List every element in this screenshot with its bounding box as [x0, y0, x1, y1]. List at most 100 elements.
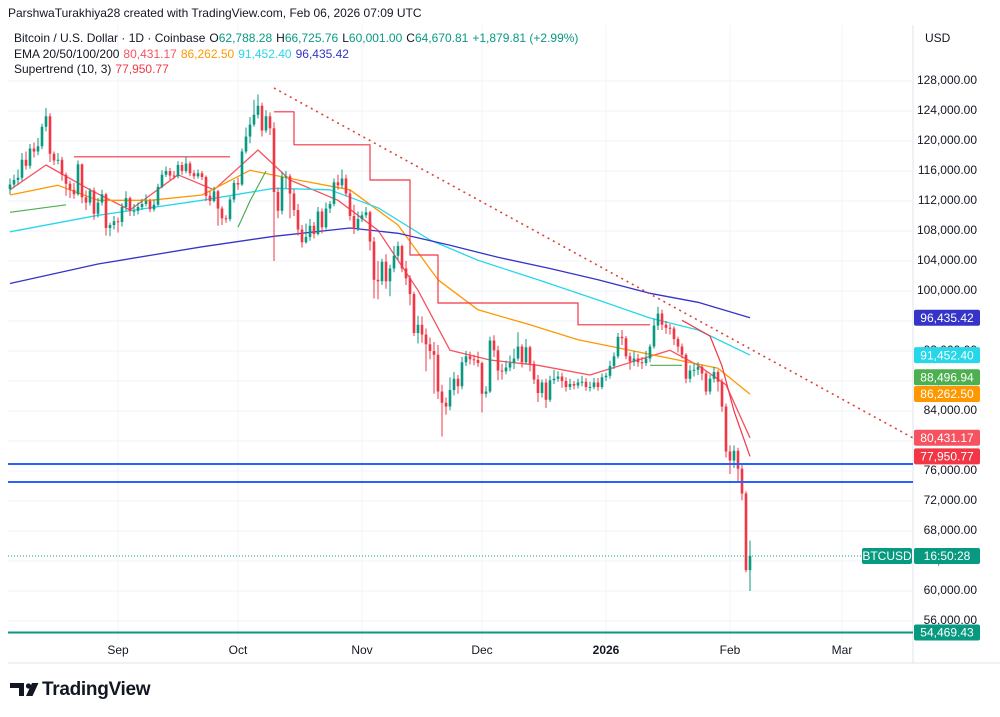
candle-body — [168, 171, 172, 176]
candle-body — [412, 294, 416, 334]
candle-body — [656, 313, 660, 326]
candle-body — [84, 197, 88, 203]
candle-body — [248, 124, 252, 137]
candle-body — [424, 334, 428, 345]
trendline — [273, 87, 913, 439]
symbol-badge — [862, 547, 912, 564]
candle-body — [508, 363, 512, 368]
candle-body — [300, 229, 304, 243]
candle-body — [256, 105, 260, 115]
candle-body — [532, 363, 536, 380]
candle-body — [356, 219, 360, 229]
x-tick-label: 2026 — [593, 643, 620, 657]
candle-body — [96, 202, 100, 214]
candle-body — [516, 346, 520, 359]
candle-body — [52, 153, 56, 161]
candle-body — [20, 159, 24, 178]
candle-body — [440, 391, 444, 403]
candle-body — [704, 373, 708, 392]
candle-body — [172, 175, 176, 177]
candle-body — [472, 359, 476, 361]
candle-body — [396, 246, 400, 256]
brand-logo — [10, 683, 39, 696]
candle-body — [484, 391, 488, 394]
candle-body — [136, 207, 140, 211]
candle-body — [260, 105, 264, 131]
candle-body — [636, 358, 640, 363]
candle-body — [616, 336, 620, 357]
candle-body — [672, 328, 676, 340]
brand: TradingView — [42, 679, 151, 700]
candle-body — [132, 210, 136, 212]
candle-body — [28, 148, 32, 166]
quote-key: H — [276, 31, 285, 45]
price-badge-label: 91,452.40 — [920, 348, 974, 362]
candle-body — [348, 193, 352, 217]
ema-line — [9, 149, 751, 439]
candle-body — [624, 338, 628, 357]
candle-body — [312, 225, 316, 235]
countdown-label: 16:50:28 — [924, 549, 971, 563]
x-tick-label: Mar — [832, 643, 853, 657]
candle-body — [332, 182, 336, 205]
price-badge-label: 96,435.42 — [920, 311, 974, 325]
candle-body — [196, 173, 200, 177]
quote-value: 60,001.00 — [348, 31, 403, 45]
candle-body — [48, 116, 52, 154]
candle-body — [80, 164, 84, 198]
candle-body — [12, 180, 16, 185]
candle-body — [100, 194, 104, 203]
price-badge — [914, 429, 980, 446]
candle-body — [44, 116, 48, 127]
candle-body — [640, 362, 644, 364]
candle-body — [120, 207, 124, 223]
candle-body — [604, 375, 608, 378]
candle-body — [456, 378, 460, 387]
candle-body — [304, 237, 308, 243]
candle-body — [448, 390, 452, 407]
candle-body — [596, 382, 600, 388]
candle-body — [716, 372, 720, 382]
candle-body — [360, 215, 364, 220]
candle-body — [200, 173, 204, 178]
candle-body — [644, 358, 648, 364]
candle-body — [428, 344, 432, 352]
candle-body — [152, 204, 156, 210]
price-badge — [914, 369, 980, 386]
candle-body — [124, 198, 128, 208]
symbol-title: Bitcoin / U.S. Dollar · 1D · Coinbase — [14, 31, 206, 45]
supertrend-value: 77,950.77 — [115, 62, 169, 76]
y-tick-label: 84,000.00 — [924, 403, 978, 417]
candle-body — [700, 366, 704, 374]
candle-body — [592, 382, 596, 388]
candle-body — [212, 191, 216, 202]
candle-body — [128, 198, 132, 211]
candle-body — [488, 340, 492, 392]
candle-body — [632, 358, 636, 362]
candle-body — [664, 324, 668, 328]
candle-body — [660, 313, 664, 325]
candle-body — [228, 199, 232, 220]
candle-body — [68, 183, 72, 190]
candle-body — [72, 189, 76, 195]
candle-body — [544, 382, 548, 400]
candle-body — [420, 324, 424, 335]
x-tick-label: Oct — [229, 643, 248, 657]
candle-body — [620, 336, 624, 339]
candle-body — [108, 225, 112, 229]
candle-body — [684, 354, 688, 379]
candle-body — [316, 211, 320, 235]
candle-body — [608, 366, 612, 376]
candle-body — [552, 378, 556, 381]
candle-body — [688, 370, 692, 379]
legend: Bitcoin / U.S. Dollar · 1D · Coinbase O62… — [14, 31, 582, 78]
candle-body — [276, 192, 280, 211]
candle-body — [404, 268, 408, 279]
supertrend-down — [74, 111, 751, 457]
candle-body — [588, 387, 592, 389]
price-badge — [914, 386, 980, 403]
candle-body — [708, 378, 712, 392]
candle-body — [208, 195, 212, 202]
candle-body — [308, 225, 312, 238]
